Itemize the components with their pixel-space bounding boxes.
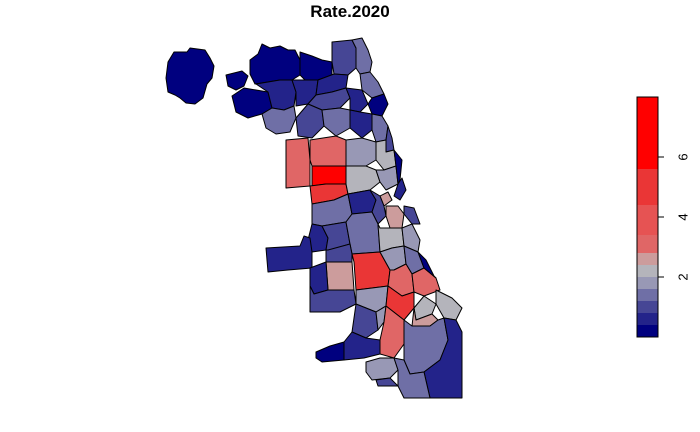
legend-bands	[637, 97, 658, 337]
region-fs-8	[393, 357, 431, 399]
legend-tick-label-1: 4	[675, 213, 690, 220]
legend-ticks: 2 4 6	[658, 153, 690, 281]
region-nw-1	[225, 70, 249, 91]
region-fs-9	[375, 377, 399, 387]
legend-band-3	[637, 289, 658, 301]
legend-tick-label-0: 2	[675, 273, 690, 280]
region-w-grey-1	[345, 165, 381, 195]
map-title: Rate.2020	[310, 2, 390, 21]
legend-band-2	[637, 301, 658, 313]
region-nw-5	[255, 79, 297, 111]
region-s-2	[325, 243, 353, 263]
region-sw-8	[401, 223, 421, 253]
legend-band-8	[637, 205, 658, 235]
region-midway	[265, 235, 313, 273]
region-fs-7	[365, 357, 399, 381]
region-s-lake	[417, 251, 437, 279]
region-w-red-1	[285, 137, 311, 189]
legend-band-7	[637, 235, 658, 253]
legend-band-1	[637, 313, 658, 325]
legend-band-4	[637, 277, 658, 289]
legend-band-9	[637, 169, 658, 205]
region-fs-1	[351, 303, 379, 339]
legend-band-5	[637, 265, 658, 277]
region-lake-1	[403, 205, 421, 225]
region-ohare	[165, 47, 215, 105]
region-fs-6	[423, 317, 463, 399]
region-s-7	[309, 285, 357, 313]
legend-band-0	[637, 325, 658, 337]
region-loop-2	[393, 177, 407, 201]
region-fs-4	[315, 341, 345, 363]
legend-band-6	[637, 253, 658, 265]
legend-tick-label-2: 6	[675, 153, 690, 160]
legend-band-10	[637, 97, 658, 169]
